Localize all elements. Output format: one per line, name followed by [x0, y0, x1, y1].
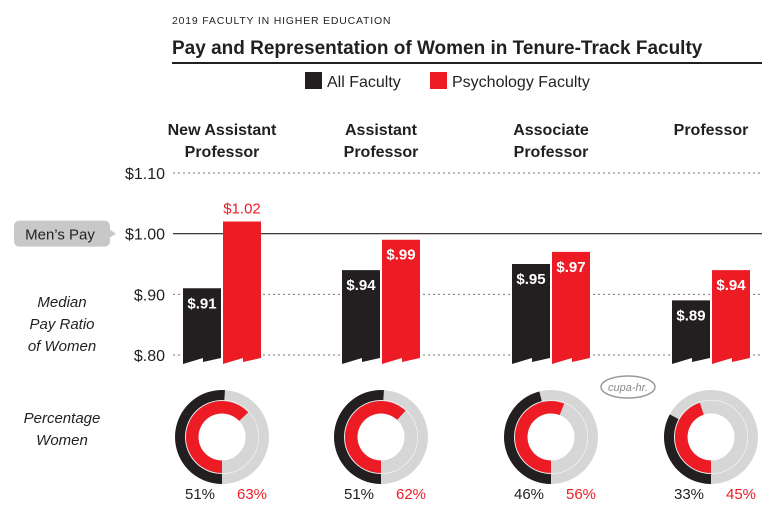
y-axis-label: Pay Ratio	[29, 316, 94, 333]
bar-all-faculty	[672, 300, 710, 364]
bar-value-label: $1.02	[223, 201, 261, 218]
pct-psych-label: 56%	[566, 486, 596, 503]
category-label: Professor	[674, 122, 749, 139]
legend-label-all: All Faculty	[327, 74, 401, 91]
y-tick-label: $1.10	[125, 166, 165, 183]
category-label: Professor	[514, 144, 589, 161]
donut-psychology	[675, 402, 711, 473]
percentage-women-label: Women	[36, 432, 88, 449]
bar-value-label: $.95	[516, 271, 545, 288]
percentage-women-label: Percentage	[24, 410, 101, 427]
chart-title: Pay and Representation of Women in Tenur…	[172, 38, 703, 59]
bar-all-faculty	[342, 270, 380, 364]
pct-all-label: 33%	[674, 486, 704, 503]
supertitle: 2019 FACULTY IN HIGHER EDUCATION	[172, 15, 391, 27]
y-tick-label: $.90	[134, 287, 165, 304]
bar-psychology	[712, 270, 750, 364]
bar-all-faculty	[183, 288, 221, 364]
donut-all-faculty	[333, 389, 384, 484]
donut-all-faculty	[664, 414, 711, 484]
bar-all-faculty	[512, 264, 550, 364]
pct-psych-label: 63%	[237, 486, 267, 503]
category-label: Assistant	[345, 122, 418, 139]
pct-all-label: 51%	[185, 486, 215, 503]
category-label: Associate	[513, 122, 589, 139]
donut-all-faculty	[174, 390, 225, 484]
bar-value-label: $.89	[676, 307, 705, 324]
donut-psychology	[186, 401, 249, 473]
bar-value-label: $.91	[187, 295, 216, 312]
pct-all-label: 46%	[514, 486, 544, 503]
bar-psychology	[223, 221, 261, 364]
pct-all-label: 51%	[344, 486, 374, 503]
y-tick-label: $1.00	[125, 227, 165, 244]
category-label: New Assistant	[168, 122, 277, 139]
donut-psychology	[344, 400, 406, 473]
bar-value-label: $.94	[346, 277, 376, 294]
category-label: Professor	[185, 144, 260, 161]
y-axis-label: Median	[37, 294, 86, 311]
y-tick-label: $.80	[134, 348, 165, 365]
legend-swatch-all	[305, 72, 322, 89]
legend-swatch-psych	[430, 72, 447, 89]
pct-psych-label: 62%	[396, 486, 426, 503]
bar-psychology	[382, 239, 420, 364]
category-label: Professor	[344, 144, 419, 161]
mens-pay-callout	[14, 220, 116, 247]
bar-value-label: $.94	[716, 277, 746, 294]
bar-value-label: $.99	[386, 247, 415, 264]
donut-all-faculty	[503, 391, 551, 484]
legend-label-psych: Psychology Faculty	[452, 74, 590, 91]
donut-psychology	[515, 401, 565, 473]
y-axis-label: of Women	[28, 338, 96, 355]
bar-value-label: $.97	[556, 259, 585, 276]
cupa-hr-logo	[600, 375, 656, 399]
bar-psychology	[552, 251, 590, 364]
cupa-hr-logo-text: cupa-hr.	[608, 382, 648, 394]
mens-pay-label: Men’s Pay	[25, 227, 95, 244]
pct-psych-label: 45%	[726, 486, 756, 503]
